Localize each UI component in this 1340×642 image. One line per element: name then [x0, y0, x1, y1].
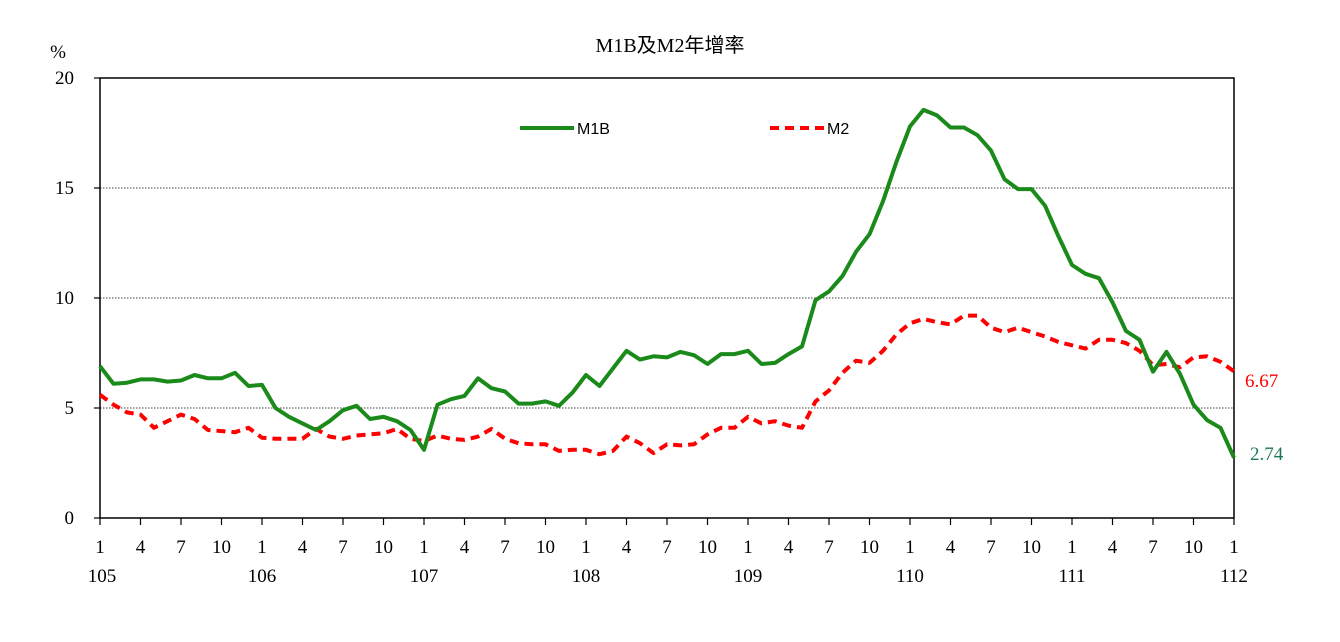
x-year-label: 108	[572, 566, 601, 587]
legend: M1B M2	[520, 121, 849, 138]
x-tick-label: 1	[95, 537, 105, 558]
series-line-m2	[98, 313, 1236, 457]
end-label-m2: 6.67	[1245, 371, 1278, 392]
series-lines	[98, 107, 1236, 459]
x-tick-label: 4	[460, 537, 470, 558]
legend-label-m2: M2	[827, 121, 849, 138]
x-tick-label: 7	[986, 537, 996, 558]
x-tick-label: 7	[1148, 537, 1158, 558]
x-year-label: 111	[1058, 566, 1085, 587]
x-tick-label: 7	[500, 537, 510, 558]
chart-title: M1B及M2年增率	[596, 34, 745, 57]
series-line-m1b	[98, 107, 1236, 459]
x-tick-label: 4	[622, 537, 632, 558]
x-tick-label: 1	[257, 537, 267, 558]
x-tick-label: 4	[1108, 537, 1118, 558]
end-label-m1b: 2.74	[1250, 444, 1284, 465]
x-tick-label: 4	[946, 537, 956, 558]
x-tick-label: 10	[860, 537, 879, 558]
x-tick-label: 10	[1022, 537, 1041, 558]
y-tick-label: 20	[55, 68, 74, 89]
x-tick-label: 10	[212, 537, 231, 558]
x-tick-label: 10	[1184, 537, 1203, 558]
x-year-label: 107	[410, 566, 439, 587]
x-year-label: 105	[88, 566, 117, 587]
x-tick-label: 10	[536, 537, 555, 558]
y-tick-label: 10	[55, 288, 74, 309]
x-tick-label: 7	[824, 537, 834, 558]
x-tick-label: 1	[419, 537, 429, 558]
y-tick-label: 0	[65, 508, 75, 529]
x-year-label: 112	[1220, 566, 1248, 587]
x-tick-label: 4	[298, 537, 308, 558]
x-tick-label: 10	[698, 537, 717, 558]
x-tick-label: 1	[905, 537, 915, 558]
y-tick-label: 15	[55, 178, 74, 199]
x-tick-label: 1	[1067, 537, 1077, 558]
x-tick-label: 1	[1229, 537, 1239, 558]
y-axis: 0 5 10 15 20	[55, 68, 100, 529]
legend-label-m1b: M1B	[577, 121, 610, 138]
x-tick-label: 7	[176, 537, 186, 558]
x-tick-label: 10	[374, 537, 393, 558]
y-axis-unit: %	[50, 42, 66, 63]
x-tick-label: 7	[662, 537, 672, 558]
x-tick-label: 4	[136, 537, 146, 558]
y-tick-label: 5	[65, 398, 75, 419]
x-tick-label: 1	[743, 537, 753, 558]
x-tick-label: 4	[784, 537, 794, 558]
x-tick-label: 7	[338, 537, 348, 558]
grid-lines	[100, 187, 1234, 409]
x-axis: 1 4 7 10 1 4 7 10 1 4 7 10 1 4 7 10 1 4 7 10 1 4 7 10 1 4 7 10 1 105 1…	[88, 518, 1248, 587]
x-tick-label: 1	[581, 537, 591, 558]
x-year-label: 109	[734, 566, 763, 587]
x-year-label: 110	[896, 566, 924, 587]
x-year-label: 106	[248, 566, 277, 587]
